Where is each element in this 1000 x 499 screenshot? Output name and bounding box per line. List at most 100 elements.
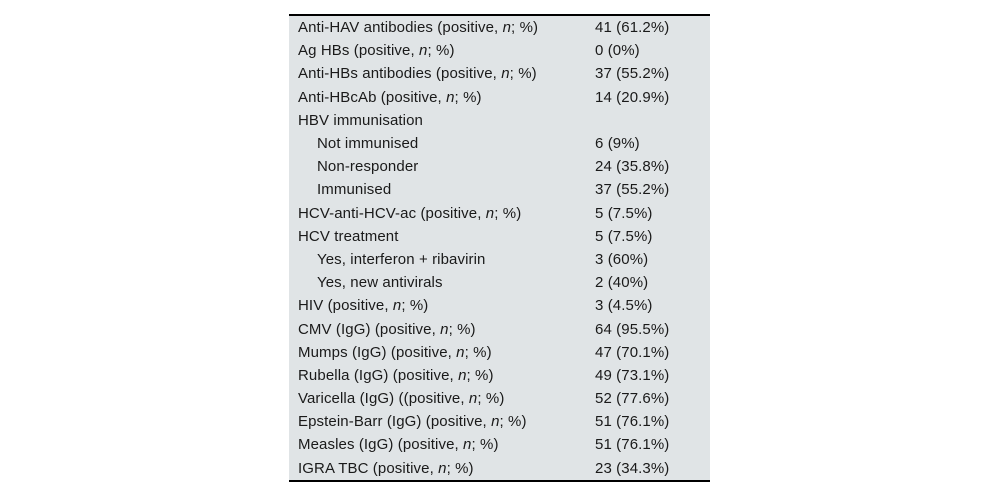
row-label-prefix: Measles (IgG) (positive, xyxy=(298,436,464,454)
row-label: Varicella (IgG) ((positive, n; %) xyxy=(298,390,595,407)
row-label-suffix: ; %) xyxy=(471,436,499,454)
row-label-italic-n: n xyxy=(491,413,500,431)
table-row: Anti-HBs antibodies (positive, n; %) 37 … xyxy=(289,62,710,85)
table-row: HIV (positive, n; %) 3 (4.5%) xyxy=(289,294,710,317)
table-row: Yes, interferon + ribavirin 3 (60%) xyxy=(289,248,710,271)
row-value: 3 (60%) xyxy=(595,250,649,268)
row-label-suffix: ; %) xyxy=(477,390,505,408)
row-label-prefix: CMV (IgG) (positive, xyxy=(298,320,441,338)
table-row: IGRA TBC (positive, n; %) 23 (34.3%) xyxy=(289,457,710,480)
row-label-prefix: Yes, interferon + ribavirin xyxy=(317,250,486,268)
row-label-italic-n: n xyxy=(485,204,495,222)
row-value: 41 (61.2%) xyxy=(595,19,670,37)
table-row: Varicella (IgG) ((positive, n; %) 52 (77… xyxy=(289,387,710,410)
row-label-italic-n: n xyxy=(456,343,465,361)
row-label-suffix: ; %) xyxy=(509,65,537,83)
row-label-prefix: HCV treatment xyxy=(298,227,399,245)
row-value: 51 (76.1%) xyxy=(595,436,670,454)
row-label-suffix: ; %) xyxy=(427,42,455,60)
row-label: IGRA TBC (positive, n; %) xyxy=(298,460,595,477)
table-body: Anti-HAV antibodies (positive, n; %) 41 … xyxy=(289,16,710,480)
table-row: Not immunised 6 (9%) xyxy=(289,132,710,155)
row-label-prefix: Rubella (IgG) (positive, xyxy=(298,366,459,384)
row-value: 64 (95.5%) xyxy=(595,320,670,338)
row-value: 2 (40%) xyxy=(595,274,649,292)
row-label: Non-responder xyxy=(298,158,595,175)
row-label-italic-n: n xyxy=(463,436,472,454)
row-label-italic-n: n xyxy=(392,297,402,315)
row-label-suffix: ; %) xyxy=(401,297,429,315)
table-row: Ag HBs (positive, n; %) 0 (0%) xyxy=(289,39,710,62)
row-label-suffix: ; %) xyxy=(466,366,494,384)
row-label-prefix: Yes, new antivirals xyxy=(317,274,443,292)
row-label-italic-n: n xyxy=(438,459,447,477)
row-label-prefix: Not immunised xyxy=(317,135,419,153)
row-value: 5 (7.5%) xyxy=(595,227,653,245)
row-label: Anti-HBs antibodies (positive, n; %) xyxy=(298,65,595,82)
row-label: Epstein-Barr (IgG) (positive, n; %) xyxy=(298,413,595,430)
row-value: 37 (55.2%) xyxy=(595,181,670,199)
row-label-prefix: HBV immunisation xyxy=(298,111,423,129)
row-label-suffix: ; %) xyxy=(511,19,539,37)
row-label: Anti-HAV antibodies (positive, n; %) xyxy=(298,19,595,36)
table-row: Yes, new antivirals 2 (40%) xyxy=(289,271,710,294)
row-label: Anti-HBcAb (positive, n; %) xyxy=(298,89,595,106)
row-label-italic-n: n xyxy=(501,65,510,83)
row-label-prefix: IGRA TBC (positive, xyxy=(298,459,439,477)
table-row: Measles (IgG) (positive, n; %) 51 (76.1%… xyxy=(289,433,710,456)
row-label-italic-n: n xyxy=(446,88,455,106)
row-label-prefix: Immunised xyxy=(317,181,392,199)
row-value: 24 (35.8%) xyxy=(595,158,670,176)
row-value: 23 (34.3%) xyxy=(595,459,670,477)
row-value: 5 (7.5%) xyxy=(595,204,653,222)
table-row: Anti-HAV antibodies (positive, n; %) 41 … xyxy=(289,16,710,39)
row-label: HCV treatment xyxy=(298,228,595,245)
row-label-prefix: Anti-HBcAb (positive, xyxy=(298,88,447,106)
row-label-prefix: Mumps (IgG) (positive, xyxy=(298,343,457,361)
table-row: Epstein-Barr (IgG) (positive, n; %) 51 (… xyxy=(289,410,710,433)
row-label: HBV immunisation xyxy=(298,112,595,129)
row-label-prefix: Ag HBs (positive, xyxy=(298,42,420,60)
row-label: Mumps (IgG) (positive, n; %) xyxy=(298,344,595,361)
table-row: Non-responder 24 (35.8%) xyxy=(289,155,710,178)
row-label: Not immunised xyxy=(298,135,595,152)
row-label: CMV (IgG) (positive, n; %) xyxy=(298,321,595,338)
row-label-prefix: Non-responder xyxy=(317,158,419,176)
row-label: HIV (positive, n; %) xyxy=(298,297,595,314)
table-row: HBV immunisation xyxy=(289,109,710,132)
row-label: Measles (IgG) (positive, n; %) xyxy=(298,436,595,453)
row-label-prefix: Varicella (IgG) ((positive, xyxy=(298,390,469,408)
row-label-prefix: Anti-HAV antibodies (positive, xyxy=(298,19,503,37)
row-label: Rubella (IgG) (positive, n; %) xyxy=(298,367,595,384)
table-row: CMV (IgG) (positive, n; %) 64 (95.5%) xyxy=(289,317,710,340)
row-label-prefix: Anti-HBs antibodies (positive, xyxy=(298,65,502,83)
table-row: Anti-HBcAb (positive, n; %) 14 (20.9%) xyxy=(289,86,710,109)
table-row: HCV treatment 5 (7.5%) xyxy=(289,225,710,248)
row-label: Immunised xyxy=(298,181,595,198)
row-value: 14 (20.9%) xyxy=(595,88,670,106)
row-label-suffix: ; %) xyxy=(464,343,492,361)
row-value: 51 (76.1%) xyxy=(595,413,670,431)
row-value: 37 (55.2%) xyxy=(595,65,670,83)
row-label-prefix: HCV-anti-HCV-ac (positive, xyxy=(298,204,486,222)
table-row: Mumps (IgG) (positive, n; %) 47 (70.1%) xyxy=(289,341,710,364)
row-label-italic-n: n xyxy=(440,320,449,338)
row-label-italic-n: n xyxy=(468,390,478,408)
row-label-italic-n: n xyxy=(419,42,428,60)
row-value: 0 (0%) xyxy=(595,42,640,60)
row-value: 52 (77.6%) xyxy=(595,390,670,408)
row-label: Yes, interferon + ribavirin xyxy=(298,251,595,268)
row-label-suffix: ; %) xyxy=(446,459,474,477)
row-label-suffix: ; %) xyxy=(454,88,482,106)
row-label-suffix: ; %) xyxy=(494,204,522,222)
row-label-prefix: HIV (positive, xyxy=(298,297,393,315)
row-label: Ag HBs (positive, n; %) xyxy=(298,42,595,59)
row-label-suffix: ; %) xyxy=(448,320,476,338)
row-value: 49 (73.1%) xyxy=(595,366,670,384)
row-label: HCV-anti-HCV-ac (positive, n; %) xyxy=(298,205,595,222)
row-value: 6 (9%) xyxy=(595,135,640,153)
row-label-suffix: ; %) xyxy=(499,413,527,431)
table-row: Immunised 37 (55.2%) xyxy=(289,178,710,201)
table-row: Rubella (IgG) (positive, n; %) 49 (73.1%… xyxy=(289,364,710,387)
